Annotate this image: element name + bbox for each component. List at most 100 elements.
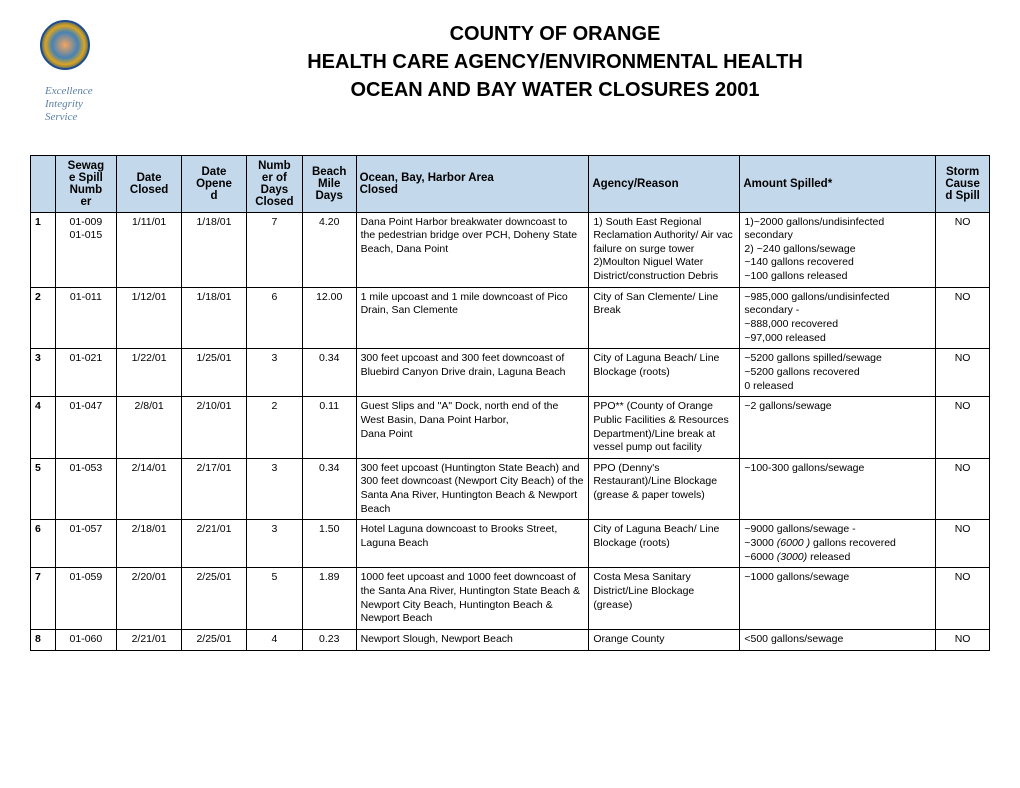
table-cell: 6	[31, 520, 56, 568]
table-cell: 1	[31, 212, 56, 287]
table-cell: 01-059	[55, 568, 117, 630]
table-cell: 2	[31, 287, 56, 349]
column-header: DateOpened	[182, 155, 247, 212]
table-cell: NO	[936, 397, 990, 459]
table-cell: Newport Slough, Newport Beach	[356, 629, 589, 650]
table-cell: 3	[246, 520, 302, 568]
table-cell: 1/18/01	[182, 212, 247, 287]
table-cell: Dana Point Harbor breakwater downcoast t…	[356, 212, 589, 287]
table-cell: PPO** (County of Orange Public Facilitie…	[589, 397, 740, 459]
table-row: 401-0472/8/012/10/0120.11Guest Slips and…	[31, 397, 990, 459]
table-cell: 4.20	[302, 212, 356, 287]
table-cell: NO	[936, 568, 990, 630]
table-cell: 01-057	[55, 520, 117, 568]
table-cell: 2/21/01	[182, 520, 247, 568]
table-cell: 01-053	[55, 458, 117, 520]
table-cell: 0.11	[302, 397, 356, 459]
table-row: 601-0572/18/012/21/0131.50Hotel Laguna d…	[31, 520, 990, 568]
table-cell: 01-00901-015	[55, 212, 117, 287]
table-cell: 01-011	[55, 287, 117, 349]
title-line-2: HEALTH CARE AGENCY/ENVIRONMENTAL HEALTH	[120, 48, 990, 76]
motto-text: Excellence Integrity Service	[45, 85, 120, 125]
table-cell: NO	[936, 629, 990, 650]
table-cell: 2/8/01	[117, 397, 182, 459]
table-cell: Costa Mesa Sanitary District/Line Blocka…	[589, 568, 740, 630]
column-header: DateClosed	[117, 155, 182, 212]
table-cell: 1/12/01	[117, 287, 182, 349]
table-cell: 1/11/01	[117, 212, 182, 287]
table-cell: 01-060	[55, 629, 117, 650]
table-cell: NO	[936, 520, 990, 568]
table-cell: 0.23	[302, 629, 356, 650]
table-cell: 2/25/01	[182, 568, 247, 630]
table-cell: 3	[246, 458, 302, 520]
table-cell: 1 mile upcoast and 1 mile downcoast of P…	[356, 287, 589, 349]
motto-line: Excellence	[45, 85, 120, 98]
table-cell: NO	[936, 212, 990, 287]
table-cell: 7	[246, 212, 302, 287]
table-cell: 0.34	[302, 349, 356, 397]
motto-line: Integrity	[45, 98, 120, 111]
column-header: Number ofDaysClosed	[246, 155, 302, 212]
column-header: StormCaused Spill	[936, 155, 990, 212]
table-cell: ~5200 gallons spilled/sewage~5200 gallon…	[740, 349, 936, 397]
table-cell: ~2 gallons/sewage	[740, 397, 936, 459]
table-cell: 5	[246, 568, 302, 630]
table-cell: 7	[31, 568, 56, 630]
table-cell: 01-021	[55, 349, 117, 397]
page-header: Excellence Integrity Service COUNTY OF O…	[30, 20, 990, 125]
table-cell: 01-047	[55, 397, 117, 459]
table-row: 701-0592/20/012/25/0151.891000 feet upco…	[31, 568, 990, 630]
motto-line: Service	[45, 111, 120, 124]
title-area: COUNTY OF ORANGE HEALTH CARE AGENCY/ENVI…	[120, 20, 990, 104]
table-cell: 8	[31, 629, 56, 650]
closures-table: Sewage SpillNumberDateClosedDateOpenedNu…	[30, 155, 990, 651]
table-cell: 4	[31, 397, 56, 459]
table-cell: NO	[936, 349, 990, 397]
column-header: Amount Spilled*	[740, 155, 936, 212]
table-cell: 1/18/01	[182, 287, 247, 349]
table-cell: 1/25/01	[182, 349, 247, 397]
table-cell: Orange County	[589, 629, 740, 650]
table-cell: 2/17/01	[182, 458, 247, 520]
table-cell: 1) South East Regional Reclamation Autho…	[589, 212, 740, 287]
table-cell: NO	[936, 458, 990, 520]
table-cell: 2/21/01	[117, 629, 182, 650]
table-cell: ~985,000 gallons/undisinfected secondary…	[740, 287, 936, 349]
table-body: 101-00901-0151/11/011/18/0174.20Dana Poi…	[31, 212, 990, 650]
table-cell: 2/25/01	[182, 629, 247, 650]
county-seal-icon	[40, 20, 90, 70]
column-header: Ocean, Bay, Harbor AreaClosed	[356, 155, 589, 212]
table-cell: 1/22/01	[117, 349, 182, 397]
column-header: Sewage SpillNumber	[55, 155, 117, 212]
table-cell: Hotel Laguna downcoast to Brooks Street,…	[356, 520, 589, 568]
table-cell: City of Laguna Beach/ Line Blockage (roo…	[589, 349, 740, 397]
table-cell: 1000 feet upcoast and 1000 feet downcoas…	[356, 568, 589, 630]
table-row: 101-00901-0151/11/011/18/0174.20Dana Poi…	[31, 212, 990, 287]
table-cell: PPO (Denny's Restaurant)/Line Blockage (…	[589, 458, 740, 520]
table-cell: 2/18/01	[117, 520, 182, 568]
table-cell: 5	[31, 458, 56, 520]
column-header: Agency/Reason	[589, 155, 740, 212]
table-cell: 3	[246, 349, 302, 397]
table-cell: ~9000 gallons/sewage -~3000 (6000 ) gall…	[740, 520, 936, 568]
table-header: Sewage SpillNumberDateClosedDateOpenedNu…	[31, 155, 990, 212]
table-cell: 3	[31, 349, 56, 397]
table-cell: 2	[246, 397, 302, 459]
title-line-1: COUNTY OF ORANGE	[120, 20, 990, 48]
table-cell: 300 feet upcoast and 300 feet downcoast …	[356, 349, 589, 397]
table-cell: 2/10/01	[182, 397, 247, 459]
table-cell: City of San Clemente/ Line Break	[589, 287, 740, 349]
table-cell: 300 feet upcoast (Huntington State Beach…	[356, 458, 589, 520]
table-cell: <500 gallons/sewage	[740, 629, 936, 650]
table-cell: 12.00	[302, 287, 356, 349]
table-cell: Guest Slips and "A" Dock, north end of t…	[356, 397, 589, 459]
table-cell: 2/20/01	[117, 568, 182, 630]
column-header	[31, 155, 56, 212]
table-cell: ~100-300 gallons/sewage	[740, 458, 936, 520]
table-cell: NO	[936, 287, 990, 349]
table-row: 201-0111/12/011/18/01612.001 mile upcoas…	[31, 287, 990, 349]
table-cell: City of Laguna Beach/ Line Blockage (roo…	[589, 520, 740, 568]
table-row: 301-0211/22/011/25/0130.34300 feet upcoa…	[31, 349, 990, 397]
table-row: 801-0602/21/012/25/0140.23Newport Slough…	[31, 629, 990, 650]
